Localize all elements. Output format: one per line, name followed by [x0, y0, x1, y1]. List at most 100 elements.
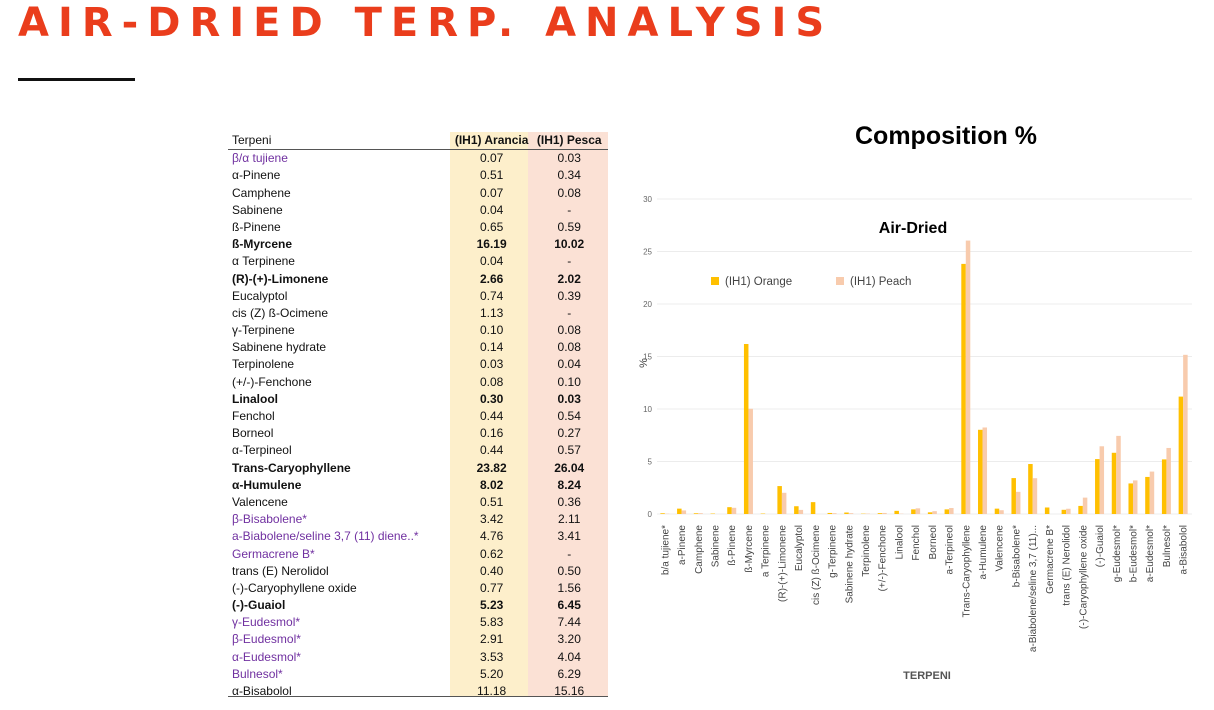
bar-orange — [944, 509, 950, 514]
x-tick-label: ß-Pinene — [727, 525, 738, 566]
pesca-value: 3.41 — [557, 529, 581, 544]
arancia-value: 0.44 — [479, 409, 504, 423]
header-arancia: (IH1) Arancia — [454, 133, 529, 147]
y-tick-label: 10 — [643, 405, 652, 414]
bar-peach — [982, 427, 988, 514]
x-tick-label: (R)-(+)-Limonene — [777, 525, 788, 602]
y-tick-label: 20 — [643, 300, 652, 309]
bar-orange — [660, 513, 665, 514]
bar-orange — [844, 512, 849, 514]
bar-orange — [1178, 396, 1184, 514]
x-tick-label: a-Eudesmol* — [1145, 525, 1156, 582]
arancia-value: 1.13 — [479, 305, 504, 320]
title-underline — [18, 78, 135, 81]
terpene-name: (-)-Caryophyllene oxide — [232, 580, 357, 595]
arancia-value: 0.30 — [479, 391, 504, 406]
bar-peach — [965, 240, 971, 514]
table-row: α Terpinene 0.04 - — [228, 253, 608, 270]
bar-orange — [794, 506, 799, 514]
terpene-name: γ-Terpinene — [232, 323, 295, 338]
arancia-value: 0.51 — [479, 494, 504, 509]
x-tick-label: (+/-)-Fenchone — [878, 525, 889, 592]
pesca-value: 0.34 — [557, 168, 581, 183]
bar-peach — [1116, 435, 1121, 514]
x-tick-label: Eucalyptol — [794, 525, 805, 571]
table-row: Eucalyptol 0.74 0.39 — [228, 288, 608, 305]
x-tick-label: Terpinolene — [861, 525, 872, 577]
arancia-value: 4.76 — [479, 529, 504, 544]
x-tick-label: a-Biabolene/seline 3,7 (11)... — [1028, 525, 1039, 652]
pesca-value: 0.50 — [557, 563, 581, 578]
arancia-value: 0.10 — [479, 323, 504, 338]
arancia-value: 0.74 — [479, 288, 504, 303]
arancia-value: 11.18 — [477, 684, 507, 698]
x-tick-label: (-)-Caryophyllene oxide — [1078, 525, 1089, 629]
terpene-name: Camphene — [232, 185, 291, 200]
table-row: Bulnesol* 5.20 6.29 — [228, 666, 608, 683]
pesca-value: 0.04 — [557, 357, 581, 372]
terpene-name: (+/-)-Fenchone — [232, 374, 312, 389]
y-tick-label: 25 — [643, 248, 652, 257]
x-tick-label: Fenchol — [911, 525, 922, 561]
terpene-name: cis (Z) ß-Ocimene — [232, 305, 328, 320]
bar-peach — [798, 509, 804, 514]
terpene-name: Linalool — [232, 391, 278, 406]
arancia-value: 0.51 — [479, 168, 504, 183]
bar-orange — [961, 263, 966, 514]
arancia-column-bg — [450, 132, 528, 697]
chart-heading: Composition % — [855, 122, 1037, 150]
bar-orange — [777, 486, 782, 514]
y-tick-label: 30 — [643, 195, 652, 204]
bar-orange — [894, 510, 899, 514]
bar-peach — [1149, 471, 1155, 514]
table-row: γ-Eudesmol* 5.83 7.44 — [228, 614, 608, 631]
pesca-value: 4.04 — [557, 649, 581, 664]
pesca-value: 0.08 — [557, 185, 581, 200]
table-row: β-Bisabolene* 3.42 2.11 — [228, 511, 608, 528]
table-bottom-border — [228, 696, 608, 697]
bar-peach — [1132, 480, 1138, 514]
x-tick-label: Borneol — [928, 525, 939, 559]
bar-orange — [911, 509, 916, 514]
bar-orange — [743, 344, 749, 514]
x-tick-label: b/a tujiene* — [660, 525, 671, 575]
terpene-name: (-)-Guaiol — [232, 598, 286, 613]
bar-orange — [827, 512, 833, 514]
bar-peach — [915, 508, 921, 514]
bar-chart: 0 5 10 15 20 25 30% Air-Dried (IH1) Orange (IH1) … — [638, 195, 1192, 682]
bar-peach — [999, 510, 1004, 514]
terpene-name: Trans-Caryophyllene — [232, 460, 351, 475]
arancia-value: 3.53 — [479, 649, 504, 664]
terpene-name: α-Pinene — [232, 168, 281, 183]
arancia-value: 16.19 — [476, 237, 507, 252]
table-row: (-)-Caryophyllene oxide 0.77 1.56 — [228, 580, 608, 597]
bar-orange — [677, 508, 682, 514]
bar-peach — [781, 492, 787, 514]
x-tick-label: a-Pinene — [677, 525, 688, 565]
pesca-value: 6.29 — [557, 666, 581, 681]
bar-orange — [1078, 505, 1083, 514]
x-tick-label: a-Terpineol — [945, 525, 956, 574]
terpene-name: Borneol — [232, 426, 274, 441]
x-tick-label: Linalool — [894, 525, 905, 559]
x-tick-label: (-)-Guaiol — [1095, 525, 1106, 567]
x-tick-label: a Terpinene — [761, 525, 772, 578]
table-row: β/α tujiene 0.07 0.03 — [228, 150, 608, 167]
table-row: ß-Myrcene 16.19 10.02 — [228, 236, 608, 253]
table-row: α-Pinene 0.51 0.34 — [228, 167, 608, 184]
table-row: Trans-Caryophyllene 23.82 26.04 — [228, 460, 608, 477]
bar-orange — [1128, 483, 1133, 514]
table-row: α-Terpineol 0.44 0.57 — [228, 442, 608, 459]
x-tick-label: g-Terpinene — [828, 525, 839, 578]
table-header: Terpeni (IH1) Arancia (IH1) Pesca — [228, 132, 608, 151]
terpene-name: α-Bisabolol — [232, 684, 292, 698]
pesca-value: - — [567, 305, 572, 320]
arancia-value: 0.07 — [479, 151, 504, 166]
pesca-value: 0.57 — [557, 443, 581, 458]
bar-orange — [1061, 509, 1067, 514]
arancia-value: 0.04 — [479, 202, 504, 217]
pesca-value: - — [567, 202, 572, 217]
table-row: (-)-Guaiol 5.23 6.45 — [228, 597, 608, 614]
bar-peach — [882, 512, 887, 514]
table-row: Sabinene 0.04 - — [228, 202, 608, 219]
